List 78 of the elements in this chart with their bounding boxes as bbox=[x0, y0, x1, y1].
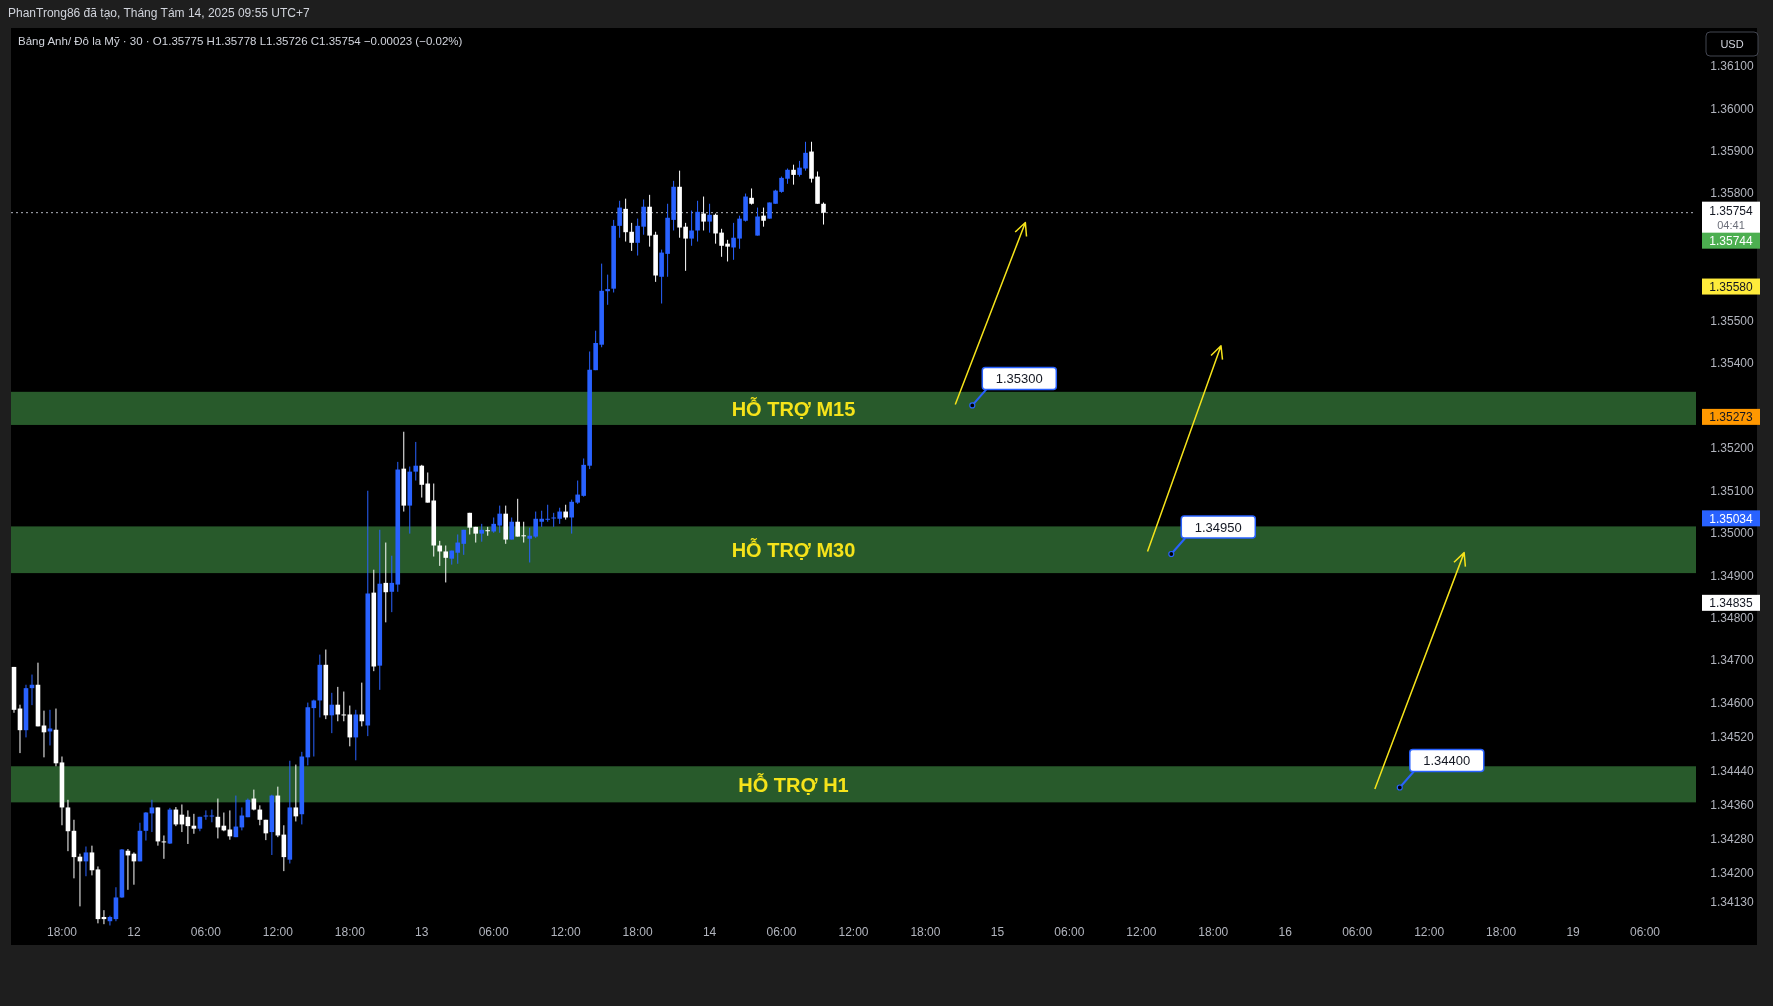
y-tick-label: 1.35800 bbox=[1710, 186, 1755, 201]
x-tick-label: 12 bbox=[127, 925, 141, 940]
x-tick-label: 19 bbox=[1566, 925, 1581, 940]
candlestick bbox=[761, 207, 766, 228]
x-tick-label: 12:00 bbox=[1126, 925, 1157, 940]
y-tick-label: 1.34900 bbox=[1710, 568, 1755, 583]
text: 1.35034 bbox=[1709, 511, 1754, 526]
y-tick-label: 1.34280 bbox=[1710, 831, 1755, 846]
y-tick-label: 1.34440 bbox=[1710, 763, 1755, 778]
text: 1.35580 bbox=[1709, 279, 1754, 294]
y-tick-label: 1.34600 bbox=[1710, 695, 1755, 710]
x-tick-label: 18:00 bbox=[46, 925, 78, 940]
x-tick-label: 12:00 bbox=[550, 925, 582, 940]
candlestick bbox=[713, 213, 718, 245]
y-tick-label: 1.34800 bbox=[1710, 611, 1755, 625]
candlestick bbox=[695, 200, 700, 243]
candlestick bbox=[791, 164, 796, 186]
candlestick bbox=[443, 545, 449, 583]
y-tick-label: 1.36100 bbox=[1710, 59, 1755, 74]
candlestick bbox=[755, 207, 760, 237]
candlestick bbox=[509, 516, 514, 541]
y-tick-label: 1.34700 bbox=[1710, 653, 1755, 668]
candlestick bbox=[629, 222, 634, 252]
x-tick-label: 18:00 bbox=[1486, 925, 1517, 940]
y-tick-label: 1.34520 bbox=[1710, 729, 1755, 744]
y-tick-label: 1.35500 bbox=[1710, 313, 1755, 328]
annotation: 1.34950 bbox=[1194, 519, 1242, 535]
candlestick bbox=[707, 203, 712, 234]
x-tick-label: 06:00 bbox=[1054, 925, 1085, 940]
candlestick bbox=[605, 274, 610, 306]
text: 1.35273 bbox=[1709, 410, 1754, 425]
x-tick-label: 12:00 bbox=[838, 925, 869, 940]
candlestick bbox=[617, 200, 622, 239]
x-tick-label: 15 bbox=[990, 925, 1005, 940]
y-tick-label: 1.35000 bbox=[1710, 526, 1755, 541]
y-tick-label: 1.34200 bbox=[1710, 865, 1755, 880]
text: USD bbox=[1720, 37, 1744, 50]
annotation: 1.35300 bbox=[995, 371, 1043, 387]
x-tick-label: 16 bbox=[1278, 925, 1293, 940]
x-tick-label: 06:00 bbox=[190, 925, 222, 940]
chart-title: PhanTrong86 đã tạo, Tháng Tám 14, 2025 09:55 UTC+7 bbox=[8, 6, 310, 20]
y-tick-label: 1.34360 bbox=[1710, 797, 1755, 812]
x-tick-label: 14 bbox=[702, 925, 717, 940]
candlestick bbox=[383, 542, 389, 623]
band-label: HỖ TRỢ H1 bbox=[738, 772, 849, 796]
candlestick bbox=[689, 210, 694, 247]
y-tick-label: 1.36000 bbox=[1710, 101, 1755, 116]
x-tick-label: 18:00 bbox=[910, 925, 941, 940]
y-tick-label: 1.34130 bbox=[1710, 895, 1755, 910]
candlestick bbox=[821, 201, 826, 226]
y-tick-label: 1.35100 bbox=[1710, 483, 1755, 498]
candlestick bbox=[437, 540, 443, 567]
x-tick-label: 06:00 bbox=[1630, 925, 1661, 940]
ref-line-label: 1.35754 04:41 bbox=[1709, 203, 1754, 231]
candlestick bbox=[311, 699, 317, 758]
candlestick bbox=[623, 198, 628, 243]
y-tick-label: 1.35200 bbox=[1710, 441, 1755, 456]
text: 1.35744 bbox=[1709, 233, 1754, 248]
candlestick bbox=[359, 682, 365, 727]
x-tick-label: 18:00 bbox=[334, 925, 366, 940]
x-tick-label: 06:00 bbox=[478, 925, 510, 940]
text: 1.34835 bbox=[1709, 596, 1754, 611]
x-tick-label: 12:00 bbox=[1414, 925, 1445, 940]
x-tick-label: 12:00 bbox=[262, 925, 294, 940]
band-label: HỖ TRỢ M30 bbox=[731, 537, 856, 561]
band-label: HỖ TRỢ M15 bbox=[731, 396, 856, 420]
candlestick bbox=[701, 196, 706, 231]
candlestick bbox=[413, 441, 419, 482]
x-tick-label: 13 bbox=[415, 925, 429, 940]
x-tick-label: 06:00 bbox=[766, 925, 797, 940]
y-tick-label: 1.35400 bbox=[1710, 356, 1755, 371]
text: Bảng Anh/ Đô la Mỹ · 30 · O1.35775 H1.35778 L1.35726 C1.35754 −0.00023 (−0.02%) bbox=[18, 35, 463, 47]
y-tick-label: 1.35900 bbox=[1710, 144, 1755, 159]
x-tick-label: 18:00 bbox=[1198, 925, 1229, 940]
x-tick-label: 06:00 bbox=[1342, 925, 1373, 940]
candlestick bbox=[353, 709, 359, 761]
annotation: 1.34400 bbox=[1423, 753, 1471, 769]
x-tick-label: 18:00 bbox=[622, 925, 653, 940]
